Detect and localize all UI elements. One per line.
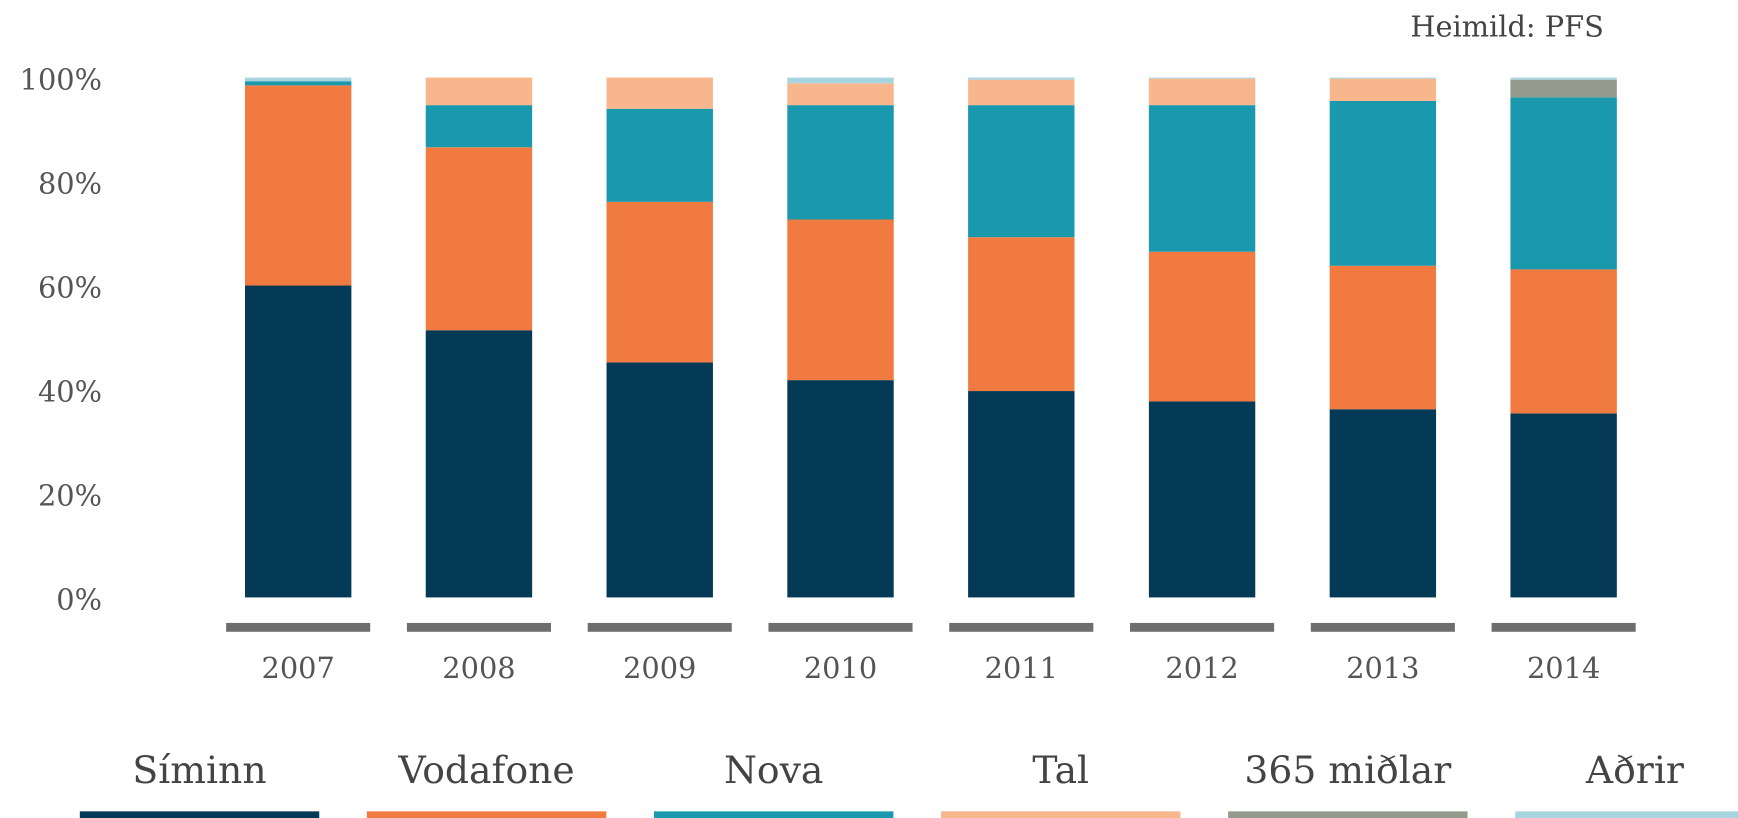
bar-segment (606, 77, 713, 109)
bar-segment (968, 237, 1075, 392)
bar-segment (244, 285, 352, 598)
bar-segment (968, 391, 1075, 598)
bar-segment (1148, 77, 1256, 79)
x-tick-label: 2007 (262, 651, 335, 685)
bar-segment (1148, 251, 1256, 402)
bar-segment (425, 330, 533, 598)
bar-segment (1329, 100, 1437, 266)
y-tick-label: 20% (38, 478, 102, 512)
category-underline (949, 622, 1094, 632)
bar-segment (1148, 105, 1256, 252)
bar-segment (787, 105, 894, 220)
bar-segment (1329, 78, 1437, 101)
category-underline (1491, 622, 1636, 632)
x-tick-label: 2010 (804, 651, 877, 685)
legend-swatch (653, 811, 894, 818)
bar-segment (787, 219, 894, 381)
y-tick-label: 60% (38, 270, 102, 304)
bar-segment (968, 105, 1075, 238)
x-tick-label: 2014 (1527, 651, 1600, 685)
x-tick-label: 2013 (1346, 651, 1419, 685)
bar-segment (1329, 77, 1437, 79)
legend-swatch (79, 811, 320, 818)
x-tick-label: 2011 (985, 651, 1058, 685)
legend-label: Aðrir (1585, 748, 1685, 792)
category-underline (768, 622, 913, 632)
category-underline (226, 622, 371, 632)
bar-segment (606, 362, 713, 598)
bar-segment (1510, 413, 1617, 598)
legend-label: Tal (1032, 748, 1089, 792)
legend-swatch (1228, 811, 1468, 818)
bar-segment (244, 81, 352, 86)
legend-label: Nova (724, 748, 823, 792)
legend-label: 365 miðlar (1244, 748, 1452, 792)
bar-segment (425, 77, 533, 106)
legend-label: Síminn (132, 748, 266, 792)
legend-swatch (366, 811, 607, 818)
x-tick-label: 2009 (623, 651, 696, 685)
bar-segment (425, 147, 533, 331)
legend-label: Vodafone (398, 748, 575, 792)
bar-segment (787, 380, 894, 598)
bar-segment (1510, 79, 1617, 98)
legend-swatch (1515, 811, 1738, 818)
bar-segment (1148, 401, 1256, 598)
bar-segment (1510, 97, 1617, 270)
bar-segment (1510, 269, 1617, 414)
bar-segment (425, 105, 533, 148)
bar-segment (1510, 77, 1617, 80)
bar-segment (244, 77, 352, 82)
x-tick-label: 2008 (442, 651, 515, 685)
bar-segment (968, 79, 1075, 106)
x-tick-label: 2012 (1165, 651, 1238, 685)
y-tick-label: 80% (38, 166, 102, 200)
category-underline (1130, 622, 1275, 632)
y-tick-label: 100% (20, 63, 102, 97)
bar-segment (787, 77, 894, 84)
bar-segment (606, 201, 713, 363)
category-underline (406, 622, 551, 632)
bar-segment (606, 108, 713, 202)
category-underline (587, 622, 732, 632)
bar-segment (1329, 409, 1437, 598)
bar-segment (787, 83, 894, 106)
legend-swatch (941, 811, 1181, 818)
bar-segment (968, 77, 1075, 80)
bar-segment (244, 85, 352, 286)
bar-segment (1329, 265, 1437, 410)
category-underline (1310, 622, 1455, 632)
y-tick-label: 40% (38, 374, 102, 408)
y-tick-label: 0% (56, 582, 102, 616)
source: Heimild: PFS (1410, 9, 1603, 43)
bar-segment (1148, 78, 1256, 106)
